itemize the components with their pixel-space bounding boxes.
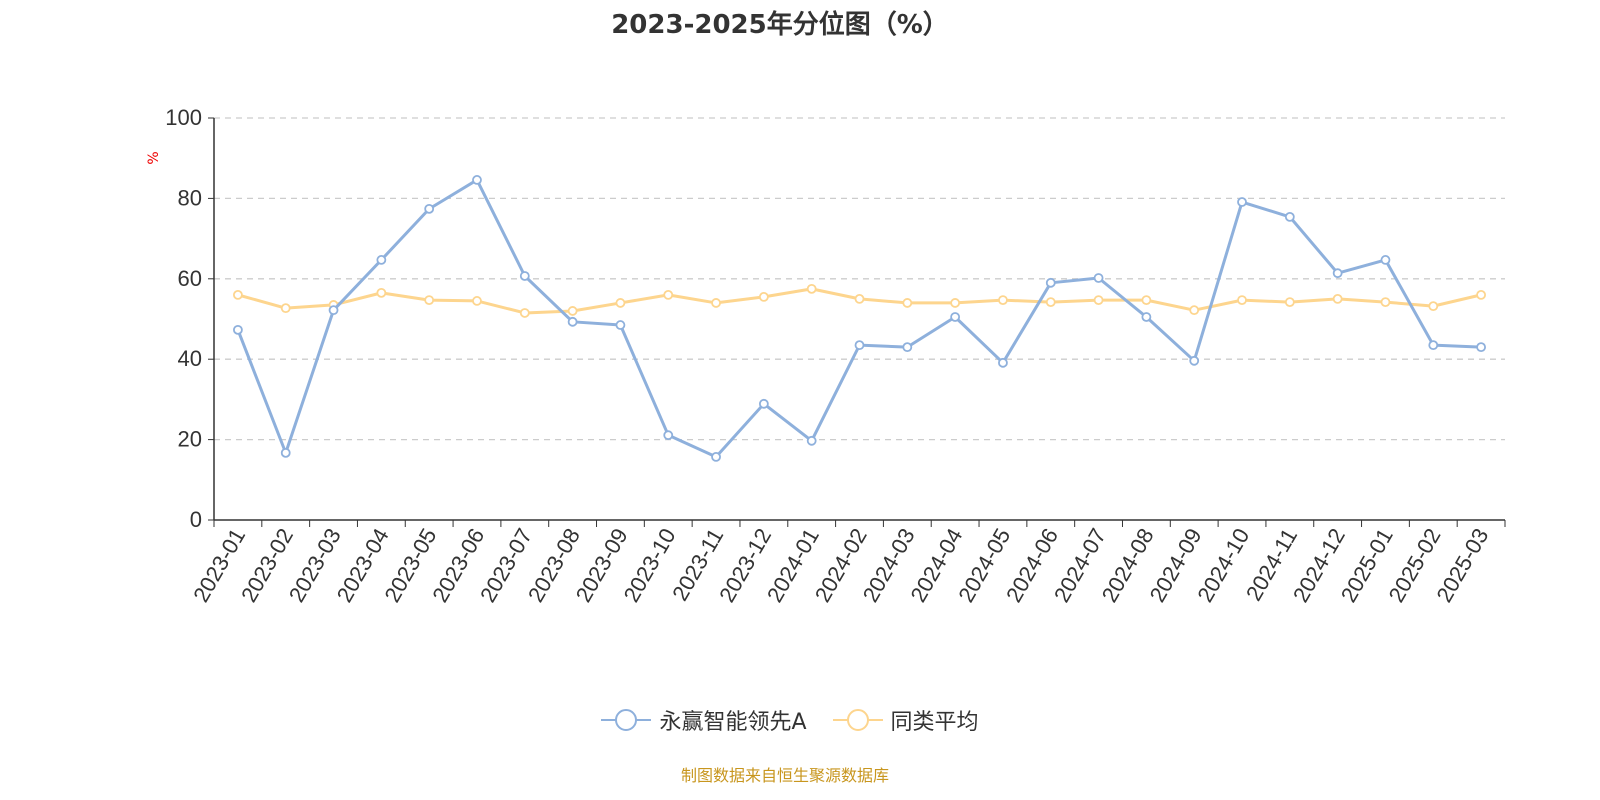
data-point: [998, 295, 1008, 306]
data-point: [1093, 295, 1104, 306]
data-point: [806, 283, 817, 294]
data-point: [663, 289, 674, 300]
y-tick-label: 60: [178, 266, 202, 291]
data-point: [1284, 297, 1295, 308]
series-line: [236, 178, 1482, 459]
data-point: [854, 293, 865, 304]
data-point: [806, 435, 817, 446]
data-point: [424, 295, 435, 306]
line-chart: 020406080100%2023-012023-022023-032023-0…: [146, 105, 1506, 606]
data-point: [1237, 295, 1247, 306]
data-point: [1189, 355, 1200, 366]
data-point: [1141, 312, 1152, 322]
data-point: [615, 298, 626, 308]
legend-label: 同类平均: [890, 710, 979, 735]
data-point: [567, 306, 578, 316]
data-point: [376, 287, 387, 298]
legend-marker-icon: [601, 709, 652, 731]
data-point: [950, 312, 961, 322]
data-point: [1189, 305, 1200, 316]
data-point: [567, 316, 578, 327]
y-tick-label: 80: [178, 185, 202, 210]
data-point: [1476, 289, 1486, 300]
data-point: [1380, 297, 1391, 308]
y-tick-label: 100: [165, 105, 202, 130]
data-point: [280, 447, 291, 458]
data-point: [950, 298, 961, 308]
data-point: [1045, 297, 1056, 308]
data-point: [854, 340, 865, 351]
legend: 永赢智能领先A 同类平均: [0, 704, 1580, 736]
data-point: [758, 291, 769, 302]
legend-label: 永赢智能领先A: [659, 710, 807, 735]
y-tick-label: 20: [178, 427, 202, 452]
data-point: [328, 305, 339, 316]
data-point: [1332, 268, 1343, 279]
y-tick-label: 40: [178, 346, 202, 371]
data-point: [902, 298, 913, 308]
data-point: [1332, 293, 1343, 304]
data-point: [1428, 340, 1439, 351]
data-point: [902, 342, 913, 353]
legend-marker-icon: [832, 709, 883, 731]
legend-item-average[interactable]: 同类平均: [832, 704, 979, 736]
chart-title: 2023-2025年分位图（%）: [611, 10, 949, 40]
data-point: [998, 357, 1008, 368]
data-point: [519, 271, 530, 281]
data-point: [758, 398, 769, 409]
y-tick-label: 0: [190, 507, 202, 532]
data-point: [1284, 211, 1295, 222]
data-point: [472, 175, 482, 185]
data-point: [1093, 273, 1104, 283]
data-point: [519, 308, 530, 318]
data-point: [1380, 255, 1391, 265]
data-point: [233, 324, 243, 335]
data-point: [1141, 295, 1152, 306]
y-axis-label: %: [146, 151, 162, 164]
data-point: [280, 303, 291, 314]
data-point: [1476, 342, 1486, 353]
data-point: [1428, 301, 1439, 312]
legend-item-fund[interactable]: 永赢智能领先A: [601, 704, 807, 736]
data-point: [424, 203, 435, 214]
data-point: [663, 430, 674, 441]
data-point: [472, 296, 482, 306]
data-point: [376, 255, 387, 265]
data-point: [615, 320, 626, 330]
data-point: [711, 298, 721, 308]
data-point: [233, 289, 243, 300]
data-point: [1045, 277, 1056, 288]
source-note: 制图数据来自恒生聚源数据库: [680, 766, 889, 785]
data-point: [711, 451, 721, 462]
data-point: [1237, 197, 1247, 207]
